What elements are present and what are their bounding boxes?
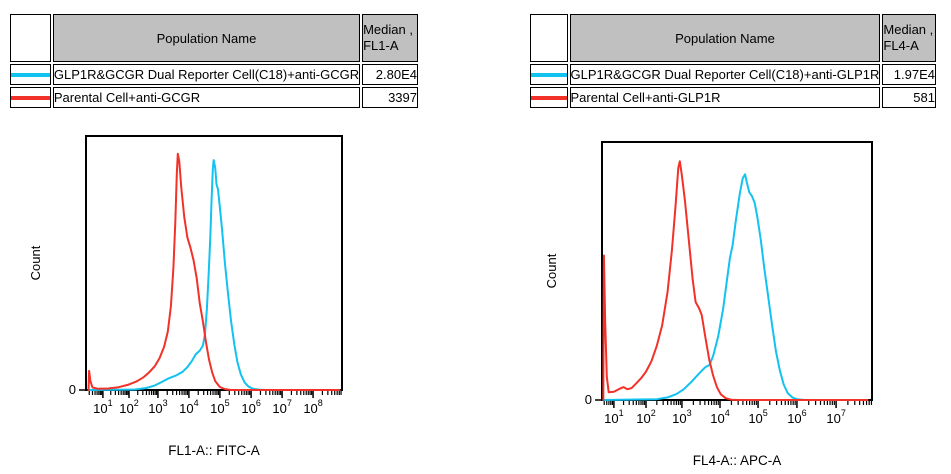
x-tick-label: 107 (826, 408, 845, 426)
median-header-line1: Median , (883, 22, 934, 37)
x-tick-label: 104 (710, 408, 729, 426)
y-zero-label: 0 (585, 392, 592, 407)
population-name: GLP1R&GCGR Dual Reporter Cell(C18)+anti-… (569, 64, 881, 85)
swatch-cell (530, 64, 568, 85)
x-tick-label: 105 (210, 398, 229, 416)
x-tick-label: 105 (748, 408, 767, 426)
swatch-header-cell (10, 14, 51, 62)
y-axis-title: Count (28, 245, 43, 280)
x-tick-label: 102 (636, 408, 655, 426)
histogram-curve-1 (602, 160, 869, 401)
series-swatch-red (11, 95, 50, 100)
median-header: Median , FL1-A (362, 14, 418, 62)
x-tick-label: 103 (148, 398, 167, 416)
median-header: Median , FL4-A (882, 14, 936, 62)
x-tick-label: 102 (119, 398, 138, 416)
population-name: Parental Cell+anti-GCGR (52, 87, 361, 108)
population-name-header: Population Name (52, 14, 361, 62)
median-value: 581 (882, 87, 936, 108)
plot-border (601, 141, 873, 401)
median-header-line1: Median , (363, 22, 413, 37)
median-header-line2: FL1-A (363, 38, 399, 53)
x-axis-title: FL1-A:: FITC-A (168, 443, 260, 458)
table-row: Parental Cell+anti-GLP1R 581 (530, 87, 936, 108)
x-axis-title: FL4-A:: APC-A (693, 453, 782, 468)
median-value: 1.97E4 (882, 64, 936, 85)
x-tick-label: 106 (241, 398, 260, 416)
histogram-curve-1 (87, 152, 341, 391)
histogram-curve-0 (87, 159, 341, 391)
population-table-left: Population Name Median , FL1-A GLP1R&GCG… (8, 12, 420, 110)
y-axis-title: Count (544, 253, 559, 288)
x-tick-label: 107 (272, 398, 291, 416)
swatch-header-cell (530, 14, 568, 62)
y-zero-label: 0 (69, 382, 76, 397)
median-value: 3397 (362, 87, 418, 108)
population-name: GLP1R&GCGR Dual Reporter Cell(C18)+anti-… (52, 64, 361, 85)
table-row: GLP1R&GCGR Dual Reporter Cell(C18)+anti-… (530, 64, 936, 85)
swatch-cell (10, 64, 51, 85)
swatch-cell (530, 87, 568, 108)
x-tick-label: 101 (93, 398, 112, 416)
plot-border (85, 135, 343, 391)
median-value: 2.80E4 (362, 64, 418, 85)
x-tick-label: 108 (303, 398, 322, 416)
series-swatch-blue (531, 72, 567, 77)
swatch-cell (10, 87, 51, 108)
table-row: GLP1R&GCGR Dual Reporter Cell(C18)+anti-… (10, 64, 418, 85)
population-table-right: Population Name Median , FL4-A GLP1R&GCG… (528, 12, 938, 110)
x-tick-label: 104 (179, 398, 198, 416)
x-tick-label: 101 (604, 408, 623, 426)
population-name: Parental Cell+anti-GLP1R (569, 87, 881, 108)
x-tick-label: 106 (787, 408, 806, 426)
population-name-header: Population Name (569, 14, 881, 62)
histogram-curve-0 (602, 173, 869, 401)
series-swatch-blue (11, 72, 50, 77)
series-swatch-red (531, 95, 567, 100)
stats-table: Population Name Median , FL4-A GLP1R&GCG… (528, 12, 938, 110)
median-header-line2: FL4-A (883, 38, 919, 53)
stats-table: Population Name Median , FL1-A GLP1R&GCG… (8, 12, 420, 110)
x-tick-label: 103 (672, 408, 691, 426)
table-row: Parental Cell+anti-GCGR 3397 (10, 87, 418, 108)
